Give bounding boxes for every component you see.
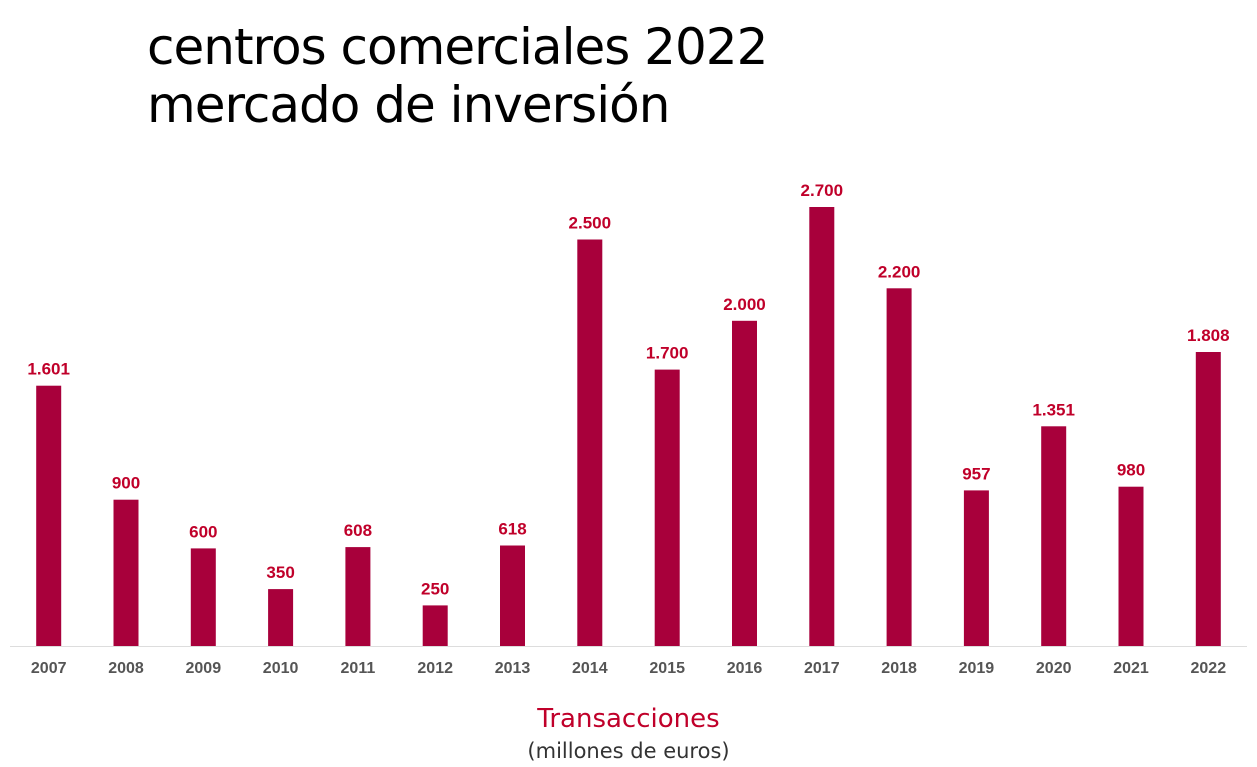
value-label-2012: 250 [421,579,449,598]
bar-2011 [345,547,371,646]
value-label-2007: 1.601 [27,360,70,379]
bar-2007 [36,385,62,646]
page-title: centros comerciales 2022 mercado de inve… [147,18,768,134]
tick-label-2007: 2007 [31,660,67,677]
value-label-2021: 980 [1117,461,1145,480]
x-axis-sublabel: (millones de euros) [527,739,730,763]
bar-2010 [268,589,294,646]
tick-label-2009: 2009 [186,660,222,677]
value-label-2013: 618 [498,520,526,539]
tick-label-2017: 2017 [804,660,840,677]
bar-2015 [654,369,680,646]
value-label-2016: 2.000 [723,295,766,314]
tick-label-2018: 2018 [881,660,917,677]
title-line-2: mercado de inversión [147,76,670,134]
bar-2020 [1041,426,1067,646]
x-axis-label: Transacciones [537,704,720,734]
title-line-1: centros comerciales 2022 [147,18,768,76]
tick-label-2020: 2020 [1036,660,1072,677]
tick-label-2016: 2016 [727,660,763,677]
bar-2017 [809,207,835,646]
tick-label-2019: 2019 [959,660,995,677]
bar-2008 [113,499,139,646]
value-label-2022: 1.808 [1187,326,1230,345]
tick-label-2008: 2008 [108,660,144,677]
bar-2012 [422,605,448,646]
value-label-2008: 900 [112,474,140,493]
bar-2019 [963,490,989,646]
value-label-2018: 2.200 [878,262,921,281]
value-label-2015: 1.700 [646,344,689,363]
value-label-2009: 600 [189,522,217,541]
bar-2013 [500,545,525,646]
tick-label-2014: 2014 [572,660,608,677]
bar-2016 [732,320,757,646]
tick-label-2013: 2013 [495,660,531,677]
tick-label-2022: 2022 [1191,660,1227,677]
value-label-2011: 608 [344,521,372,540]
tick-label-2012: 2012 [417,660,453,677]
bar-2021 [1118,486,1144,646]
value-label-2010: 350 [266,563,294,582]
value-label-2014: 2.500 [569,214,612,233]
bar-chart: 1.601 2007 900 2008 600 2009 350 2010 608 2011 250… [10,181,1247,677]
bar-2014 [577,239,603,646]
bar-2018 [886,288,912,646]
bar-2009 [190,548,216,646]
value-label-2019: 957 [962,464,990,483]
bar-2022 [1195,352,1221,646]
tick-label-2011: 2011 [341,660,376,677]
tick-label-2010: 2010 [263,660,299,677]
tick-label-2015: 2015 [649,660,685,677]
value-label-2020: 1.351 [1032,400,1075,419]
value-label-2017: 2.700 [801,181,844,200]
tick-label-2021: 2021 [1113,660,1149,677]
